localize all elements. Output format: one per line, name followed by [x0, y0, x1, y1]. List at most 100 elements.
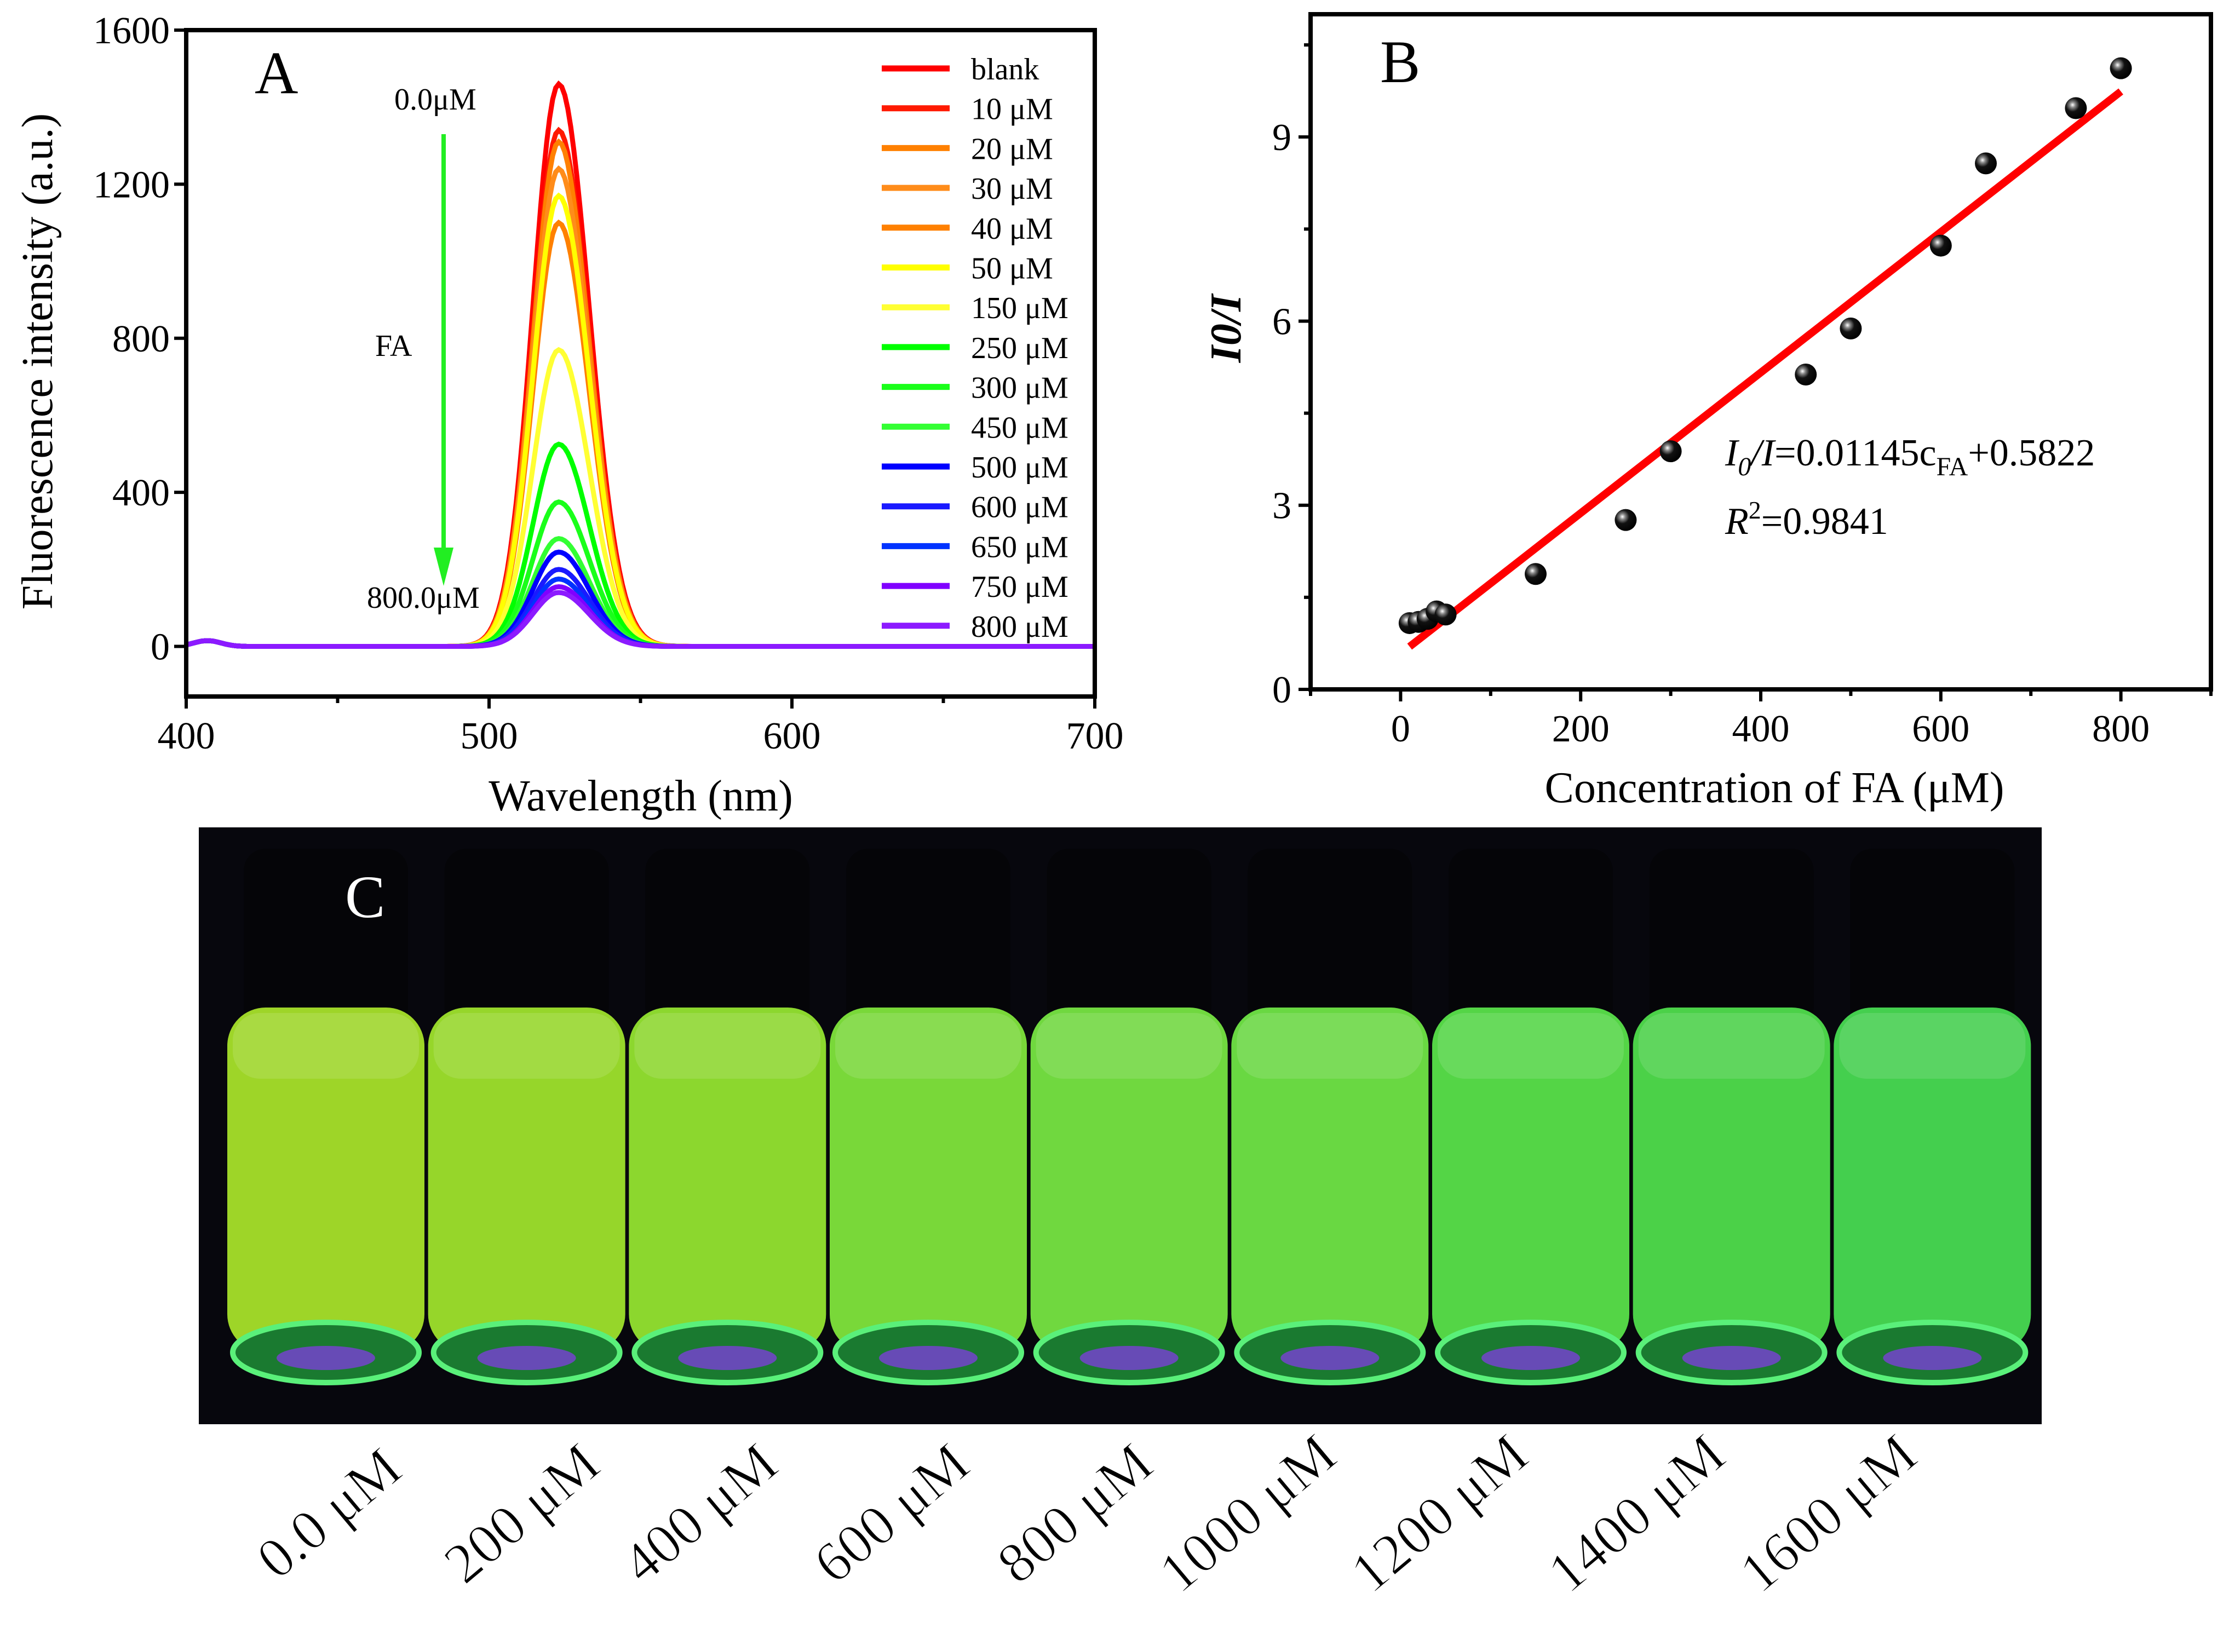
vial-cap	[1850, 849, 2015, 1029]
data-point	[1525, 563, 1547, 585]
vial-body	[1432, 1008, 1629, 1352]
axis-ticks-b: 0 200 400 600 800 0 3 6 9	[1272, 43, 2213, 750]
vial-body	[629, 1008, 826, 1352]
vial-label: 1600 μM	[1727, 1422, 1928, 1605]
data-point	[2065, 97, 2087, 119]
vial	[428, 849, 625, 1385]
legend-item: 500 μM	[882, 451, 1068, 485]
spectrum-line	[186, 165, 1095, 649]
vial-body	[830, 1008, 1027, 1352]
panel-a-spectra: 400 500 600 700 0 400 800 1200 1600 A 0.0μM FA 8…	[14, 10, 1124, 820]
vial-body	[1834, 1008, 2031, 1352]
vial-label: 1200 μM	[1338, 1422, 1539, 1605]
x-tick-label: 600	[1912, 708, 1969, 750]
legend-item: 600 μM	[882, 491, 1068, 525]
vial-body	[1231, 1008, 1429, 1352]
vial-cap	[244, 849, 408, 1029]
vial-highlight	[835, 1013, 1021, 1079]
legend-label: 10 μM	[971, 93, 1053, 126]
y-tick-label: 1600	[93, 10, 170, 52]
legend-label: 650 μM	[971, 530, 1068, 564]
annotation-fa: FA	[375, 329, 412, 363]
legend-label: 250 μM	[971, 331, 1068, 365]
legend-item: 40 μM	[882, 212, 1053, 246]
y-tick-label: 0	[1272, 669, 1291, 711]
y-tick-label: 3	[1272, 485, 1291, 527]
data-points	[1398, 57, 2132, 634]
panel-letter-a: A	[255, 39, 298, 106]
y-tick-label: 9	[1272, 117, 1291, 159]
legend-item: 250 μM	[882, 331, 1068, 365]
vial	[1432, 849, 1629, 1385]
data-point	[1795, 363, 1817, 385]
x-tick-label: 400	[1732, 708, 1790, 750]
axis-ticks-a: 400 500 600 700 0 400 800 1200 1600	[93, 10, 1124, 757]
vial	[830, 849, 1027, 1385]
data-point	[1615, 509, 1637, 531]
x-tick-label: 700	[1066, 715, 1124, 757]
legend-item: 750 μM	[882, 570, 1068, 604]
vial-label: 400 μM	[610, 1431, 789, 1595]
vial-label: 1000 μM	[1147, 1422, 1348, 1605]
legend-item: 10 μM	[882, 93, 1053, 126]
vial	[1633, 849, 1830, 1385]
legend-label: 300 μM	[971, 371, 1068, 405]
vial-highlight	[233, 1013, 419, 1079]
vial-cap	[1649, 849, 1814, 1029]
legend-item: blank	[882, 53, 1039, 87]
vial-body	[227, 1008, 424, 1352]
y-tick-label: 1200	[93, 164, 170, 206]
vial-base-reflection	[277, 1346, 375, 1370]
legend-item: 450 μM	[882, 411, 1068, 445]
vial-highlight	[1839, 1013, 2026, 1079]
vial	[1834, 849, 2031, 1385]
vial-cap	[1449, 849, 1613, 1029]
arrow-down-icon	[434, 134, 453, 586]
vial-highlight	[1638, 1013, 1825, 1079]
legend-label: blank	[971, 53, 1039, 87]
vial-base-reflection	[678, 1346, 777, 1370]
vial-base-reflection	[477, 1346, 576, 1370]
fit-equation: I0/I=0.01145cFA+0.5822	[1725, 432, 2095, 481]
data-point	[1975, 152, 1997, 175]
x-axis-label-b: Concentration of FA (μM)	[1544, 764, 2004, 812]
vial-label: 600 μM	[802, 1431, 981, 1595]
plot-frame-a	[184, 28, 1097, 699]
spectrum-line	[186, 192, 1095, 649]
annotation-start: 0.0μM	[394, 83, 476, 117]
vial-highlight	[1438, 1013, 1624, 1079]
legend-label: 30 μM	[971, 172, 1053, 206]
y-tick-label: 800	[112, 318, 170, 360]
legend-label: 50 μM	[971, 252, 1053, 286]
vial-base-reflection	[1079, 1346, 1179, 1370]
spectrum-line	[186, 219, 1095, 649]
spectrum-line	[186, 80, 1095, 649]
vials	[227, 849, 2031, 1385]
vial-highlight	[1237, 1013, 1423, 1079]
legend-label: 600 μM	[971, 491, 1068, 525]
vial-base-reflection	[879, 1346, 978, 1370]
x-axis-label-a: Wavelength (nm)	[489, 772, 793, 820]
vial-body	[1030, 1008, 1228, 1352]
r-squared: R2=0.9841	[1725, 496, 1888, 543]
x-tick-label: 800	[2092, 708, 2150, 750]
vial-label: 200 μM	[432, 1431, 611, 1595]
data-point	[1929, 234, 1952, 257]
vial	[629, 849, 826, 1385]
legend-item: 300 μM	[882, 371, 1068, 405]
spectrum-line	[186, 126, 1095, 649]
vial	[227, 849, 424, 1385]
vial-base-reflection	[1481, 1346, 1580, 1370]
legend-item: 150 μM	[882, 291, 1068, 325]
vial-cap	[846, 849, 1010, 1029]
legend-label: 500 μM	[971, 451, 1068, 485]
legend-item: 50 μM	[882, 252, 1053, 286]
vial-cap	[1248, 849, 1412, 1029]
y-tick-label: 0	[151, 626, 170, 669]
x-tick-label: 600	[763, 715, 821, 757]
vial-highlight	[433, 1013, 620, 1079]
regression-line	[1407, 88, 2123, 650]
vial-label: 1400 μM	[1536, 1422, 1737, 1605]
spectrum-line	[186, 590, 1095, 649]
